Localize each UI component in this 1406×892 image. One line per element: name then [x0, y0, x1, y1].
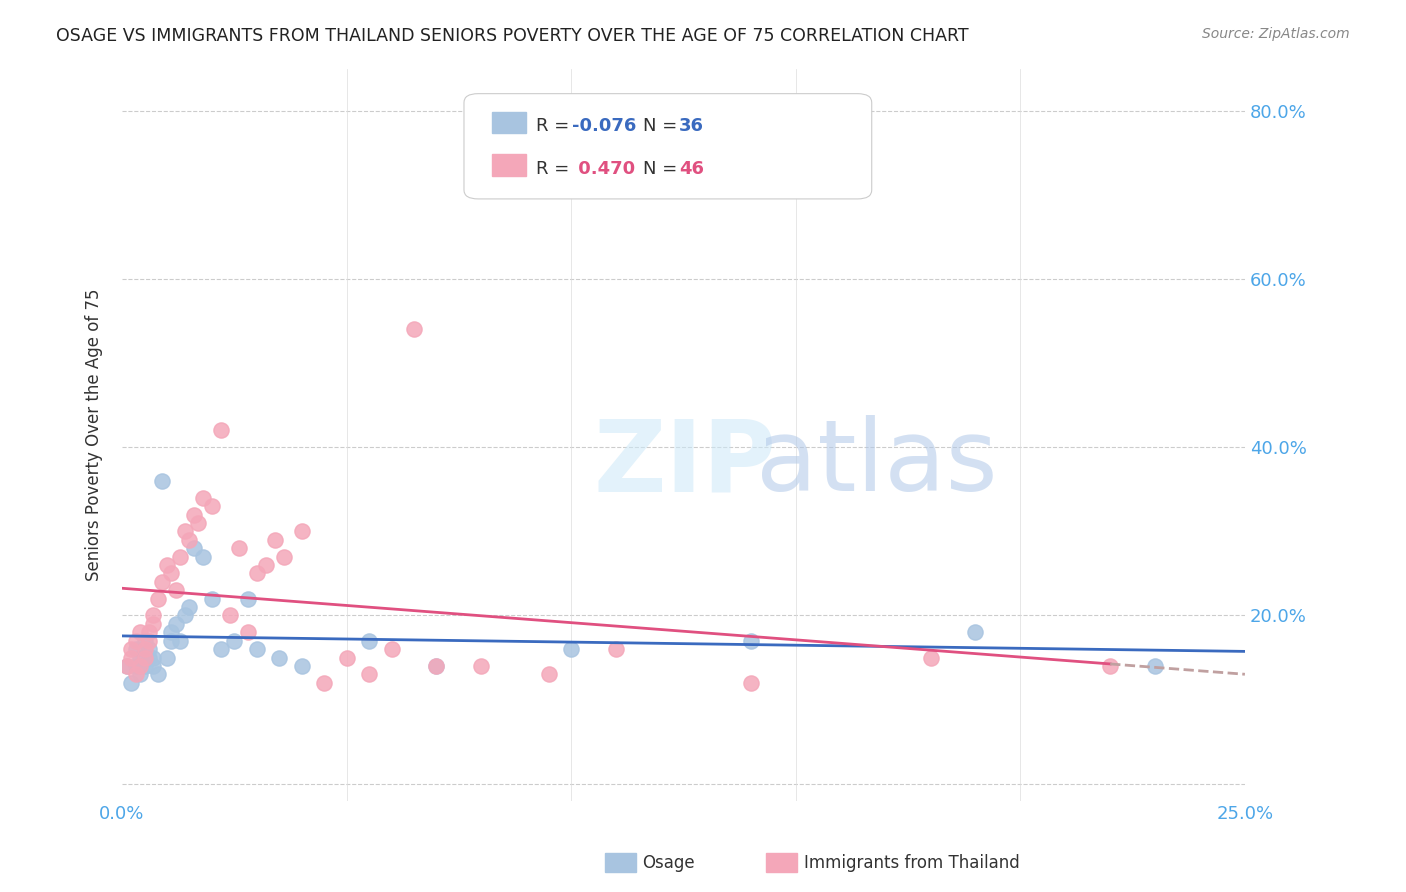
Text: Osage: Osage	[643, 854, 695, 871]
Point	[254, 558, 277, 572]
Point	[129, 659, 152, 673]
Point	[124, 633, 146, 648]
Text: atlas: atlas	[756, 416, 998, 512]
Point	[183, 508, 205, 522]
Point	[169, 633, 191, 648]
Point	[142, 616, 165, 631]
Point	[246, 566, 269, 581]
Text: OSAGE VS IMMIGRANTS FROM THAILAND SENIORS POVERTY OVER THE AGE OF 75 CORRELATION: OSAGE VS IMMIGRANTS FROM THAILAND SENIOR…	[56, 27, 969, 45]
Point	[160, 566, 183, 581]
Point	[142, 608, 165, 623]
Text: R =: R =	[536, 117, 575, 135]
Text: Immigrants from Thailand: Immigrants from Thailand	[804, 854, 1019, 871]
Point	[201, 499, 224, 513]
Text: Source: ZipAtlas.com: Source: ZipAtlas.com	[1202, 27, 1350, 41]
Point	[152, 474, 174, 488]
Point	[165, 616, 187, 631]
Point	[560, 642, 582, 657]
Point	[470, 659, 492, 673]
Point	[740, 633, 762, 648]
Point	[115, 659, 138, 673]
Point	[236, 591, 259, 606]
Point	[191, 491, 214, 505]
Point	[218, 608, 240, 623]
Point	[740, 675, 762, 690]
Text: R =: R =	[536, 160, 575, 178]
Point	[142, 650, 165, 665]
Point	[224, 633, 246, 648]
Point	[359, 633, 381, 648]
Text: 36: 36	[679, 117, 704, 135]
Point	[129, 625, 152, 640]
Point	[146, 591, 169, 606]
Point	[246, 642, 269, 657]
Point	[336, 650, 359, 665]
Point	[124, 642, 146, 657]
Point	[191, 549, 214, 564]
Point	[134, 659, 156, 673]
Point	[124, 659, 146, 673]
Point	[314, 675, 336, 690]
Point	[228, 541, 250, 556]
Point	[174, 524, 197, 539]
Point	[605, 642, 627, 657]
Text: 0.470: 0.470	[572, 160, 636, 178]
Point	[160, 633, 183, 648]
Point	[425, 659, 447, 673]
Text: N =: N =	[643, 117, 682, 135]
Point	[402, 322, 425, 336]
Point	[138, 642, 160, 657]
Point	[134, 642, 156, 657]
Point	[160, 625, 183, 640]
Point	[142, 659, 165, 673]
Point	[138, 633, 160, 648]
Point	[115, 659, 138, 673]
Point	[169, 549, 191, 564]
Point	[120, 675, 142, 690]
Point	[1144, 659, 1167, 673]
Point	[179, 533, 201, 547]
Point	[263, 533, 285, 547]
Point	[124, 667, 146, 681]
Text: ZIP: ZIP	[593, 416, 776, 512]
Text: 46: 46	[679, 160, 704, 178]
Y-axis label: Seniors Poverty Over the Age of 75: Seniors Poverty Over the Age of 75	[86, 288, 103, 581]
Point	[165, 583, 187, 598]
Point	[183, 541, 205, 556]
Point	[236, 625, 259, 640]
Point	[138, 625, 160, 640]
Point	[269, 650, 291, 665]
Point	[146, 667, 169, 681]
Text: -0.076: -0.076	[572, 117, 637, 135]
Point	[291, 659, 314, 673]
Point	[174, 608, 197, 623]
Point	[187, 516, 209, 530]
Point	[138, 650, 160, 665]
Point	[359, 667, 381, 681]
Point	[291, 524, 314, 539]
Point	[120, 650, 142, 665]
Point	[380, 642, 402, 657]
Point	[209, 423, 232, 437]
Point	[537, 667, 560, 681]
Point	[156, 558, 179, 572]
Point	[134, 650, 156, 665]
Point	[156, 650, 179, 665]
Point	[134, 633, 156, 648]
Point	[201, 591, 224, 606]
Point	[120, 642, 142, 657]
Point	[179, 600, 201, 615]
Point	[965, 625, 987, 640]
Text: N =: N =	[643, 160, 682, 178]
Point	[1099, 659, 1122, 673]
Point	[920, 650, 942, 665]
Point	[273, 549, 295, 564]
Point	[129, 667, 152, 681]
Point	[129, 650, 152, 665]
Point	[209, 642, 232, 657]
Point	[152, 574, 174, 589]
Point	[425, 659, 447, 673]
